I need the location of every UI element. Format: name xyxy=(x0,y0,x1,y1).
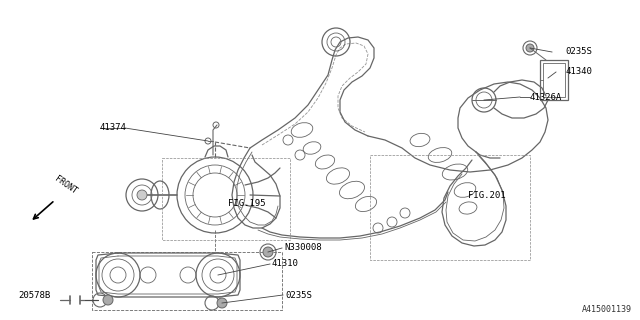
Text: N330008: N330008 xyxy=(284,244,322,252)
Text: FIG.195: FIG.195 xyxy=(228,199,266,209)
Text: 41310: 41310 xyxy=(272,260,299,268)
Text: 41326A: 41326A xyxy=(530,92,563,101)
Circle shape xyxy=(137,190,147,200)
Text: FIG.201: FIG.201 xyxy=(468,191,506,201)
Text: 20578B: 20578B xyxy=(18,291,51,300)
Text: 0235S: 0235S xyxy=(285,291,312,300)
Text: 41374: 41374 xyxy=(100,124,127,132)
Text: 41340: 41340 xyxy=(565,68,592,76)
Circle shape xyxy=(217,298,227,308)
Text: 0235S: 0235S xyxy=(565,47,592,57)
Text: A415001139: A415001139 xyxy=(582,305,632,314)
Bar xyxy=(543,63,565,97)
Bar xyxy=(540,60,568,100)
Circle shape xyxy=(263,247,273,257)
Circle shape xyxy=(526,44,534,52)
Circle shape xyxy=(103,295,113,305)
Text: FRONT: FRONT xyxy=(53,174,79,196)
